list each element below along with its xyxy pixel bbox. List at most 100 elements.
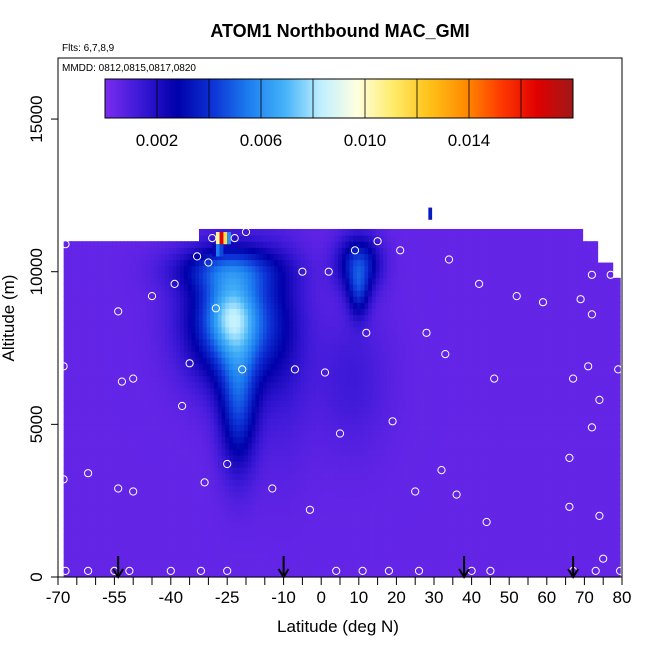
heatmap-cell — [86, 399, 91, 407]
heatmap-cell — [74, 460, 80, 468]
heatmap-cell — [146, 314, 151, 322]
heatmap-cell — [247, 314, 253, 322]
heatmap-cell — [71, 564, 76, 572]
heatmap-cell — [293, 460, 298, 468]
heatmap-cell — [368, 460, 373, 468]
heatmap-cell — [221, 344, 226, 352]
heatmap-cell — [244, 497, 249, 505]
heatmap-cell — [304, 296, 309, 303]
heatmap-cell — [199, 369, 204, 377]
heatmap-cell — [375, 235, 381, 242]
heatmap-cell — [105, 357, 110, 364]
heatmap-cell — [71, 540, 76, 548]
heatmap-cell — [274, 528, 279, 535]
heatmap-cell — [247, 552, 253, 560]
heatmap-cell — [315, 290, 320, 297]
heatmap-cell — [206, 460, 211, 468]
heatmap-cell — [225, 344, 230, 352]
heatmap-cell — [360, 491, 366, 499]
heatmap-cell — [251, 290, 256, 297]
heatmap-cell — [244, 271, 249, 279]
heatmap-cell — [135, 344, 140, 352]
heatmap-cell — [146, 290, 151, 297]
heatmap-cell — [183, 546, 189, 554]
heatmap-cell — [300, 265, 305, 273]
heatmap-cell — [157, 326, 162, 334]
heatmap-cell — [146, 564, 151, 572]
heatmap-cell — [120, 296, 125, 303]
heatmap-cell — [255, 399, 260, 407]
heatmap-cell — [247, 503, 253, 511]
heatmap-cell — [183, 528, 189, 535]
heatmap-cell — [296, 485, 302, 493]
heatmap-cell — [112, 479, 117, 487]
heatmap-cell — [153, 375, 159, 383]
heatmap-cell — [353, 363, 358, 370]
heatmap-cell — [326, 460, 332, 468]
heatmap-cell — [165, 412, 170, 419]
heatmap-cell — [266, 467, 272, 474]
heatmap-cell — [153, 534, 159, 541]
heatmap-cell — [236, 473, 241, 480]
heatmap-cell — [259, 369, 264, 377]
heatmap-cell — [105, 399, 110, 407]
heatmap-cell — [281, 308, 287, 316]
heatmap-cell — [93, 424, 99, 432]
heatmap-cell — [345, 424, 350, 432]
heatmap-cell — [236, 522, 241, 529]
heatmap-cell — [334, 290, 339, 297]
heatmap-cell — [97, 344, 102, 352]
heatmap-cell — [360, 522, 366, 529]
heatmap-cell — [168, 326, 174, 334]
heatmap-cell — [229, 564, 234, 572]
heatmap-cell — [341, 283, 347, 291]
heatmap-cell — [296, 522, 302, 529]
heatmap-cell — [387, 369, 392, 377]
heatmap-cell — [112, 320, 117, 328]
heatmap-cell — [74, 290, 80, 297]
heatmap-cell — [285, 344, 290, 352]
heatmap-cell — [255, 467, 260, 474]
heatmap-cell — [262, 552, 268, 560]
heatmap-cell — [146, 534, 151, 541]
heatmap-cell — [240, 509, 245, 517]
heatmap-cell — [97, 552, 102, 560]
heatmap-cell — [330, 326, 335, 334]
heatmap-cell — [120, 448, 125, 456]
heatmap-cell — [293, 332, 298, 340]
heatmap-cell — [74, 522, 80, 529]
heatmap-cell — [195, 247, 200, 254]
heatmap-cell — [240, 302, 245, 309]
heatmap-cell — [108, 271, 114, 279]
heatmap-cell — [289, 259, 294, 267]
heatmap-cell — [217, 296, 223, 303]
heatmap-cell — [101, 406, 106, 413]
heatmap-cell — [247, 320, 253, 328]
heatmap-cell — [345, 253, 350, 261]
heatmap-cell — [229, 296, 234, 303]
heatmap-cell — [82, 357, 87, 364]
heatmap-cell — [277, 265, 283, 273]
heatmap-cell — [315, 241, 320, 248]
heatmap-cell — [236, 564, 241, 572]
heatmap-cell — [146, 460, 151, 468]
heatmap-cell — [270, 375, 275, 383]
heatmap-cell — [214, 558, 219, 566]
heatmap-cell — [135, 332, 140, 340]
heatmap-cell — [240, 540, 245, 548]
heatmap-cell — [123, 338, 129, 346]
heatmap-cell — [371, 332, 377, 340]
heatmap-cell — [308, 320, 313, 328]
heatmap-cell — [319, 509, 324, 517]
heatmap-cell — [180, 442, 185, 450]
heatmap-cell — [146, 454, 151, 462]
heatmap-cell — [387, 326, 392, 334]
heatmap-cell — [180, 320, 185, 328]
heatmap-cell — [323, 454, 328, 462]
heatmap-cell — [202, 344, 208, 352]
heatmap-cell — [93, 302, 99, 309]
heatmap-cell — [123, 491, 129, 499]
heatmap-cell — [311, 387, 317, 395]
heatmap-cell — [379, 479, 384, 487]
heatmap-cell — [116, 351, 121, 358]
